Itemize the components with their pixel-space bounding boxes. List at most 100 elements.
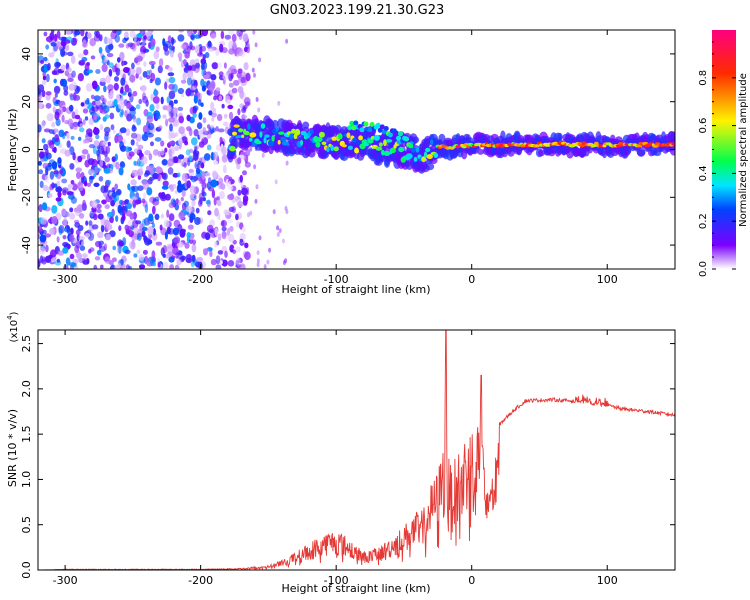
noise-cell [195,167,201,175]
line-core [233,124,240,128]
noise-cell [257,107,261,113]
noise-cell [213,160,218,165]
noise-cell [67,183,74,189]
noise-cell [151,222,155,229]
noise-cell [138,254,144,261]
spectrogram-x-label: Height of straight line (km) [281,283,430,296]
branch-cell [359,127,365,133]
noise-cell [168,132,172,141]
noise-cell [42,229,47,235]
y-tick-label: 40 [20,47,33,61]
noise-cell [249,210,253,216]
line-core [421,156,426,163]
noise-cell [120,97,125,105]
noise-cell [117,263,122,268]
noise-cell [69,163,75,170]
noise-cell [167,72,175,77]
noise-cell [58,36,66,41]
noise-cell [62,247,69,254]
noise-cell [144,150,151,156]
noise-cell [177,253,184,260]
noise-cell [115,215,119,223]
noise-cell [190,261,195,268]
noise-cell [158,125,163,130]
line-core [232,131,237,136]
noise-cell [126,113,133,122]
line-halo [425,162,435,171]
noise-cell [231,87,238,94]
noise-cell [242,199,248,206]
noise-cell [155,102,160,110]
noise-cell [38,151,45,159]
noise-cell [108,68,113,77]
noise-cell [182,72,187,81]
line-core [390,147,396,154]
noise-cell [164,40,172,48]
noise-cell [160,140,165,147]
noise-cell [98,176,104,182]
noise-cell [168,90,176,100]
noise-cell [75,240,81,249]
noise-cell [164,231,168,240]
noise-cell [55,186,63,193]
noise-cell [158,58,164,67]
noise-cell [43,31,48,37]
noise-cell [189,213,196,221]
noise-cell [131,185,139,192]
line-halo [302,121,310,130]
noise-cell [193,30,197,34]
noise-cell [168,140,176,145]
noise-cell [186,89,191,97]
colorbar-tick-label: 0.8 [698,70,709,86]
noise-cell [57,191,62,198]
spectrogram-marks [38,30,675,269]
y-tick-label: 2.5 [20,335,33,353]
snr-y-exponent-prefix: (x10 [9,320,20,343]
noise-cell [120,145,127,152]
noise-cell [54,93,58,98]
noise-cell [206,224,214,233]
noise-cell [187,224,194,230]
noise-cell [227,180,232,190]
line-core [347,145,353,150]
noise-cell [162,180,169,187]
noise-cell [59,169,63,175]
noise-cell [211,127,216,133]
noise-cell [58,106,64,115]
noise-cell [38,84,45,93]
line-core [652,144,659,148]
noise-cell [62,241,69,247]
noise-cell [224,250,228,258]
y-tick-label: -40 [20,236,33,254]
noise-cell [130,139,135,146]
noise-cell [68,104,74,112]
noise-cell [240,114,248,119]
noise-cell [165,78,170,83]
noise-cell [88,108,95,114]
noise-cell [235,257,241,267]
noise-cell [67,77,74,82]
noise-cell [150,141,154,147]
noise-cell [98,46,103,54]
noise-cell [79,245,86,251]
noise-cell [181,173,188,182]
noise-cell [246,42,250,48]
noise-cell [165,253,170,259]
noise-cell [97,213,104,220]
noise-cell [122,213,126,222]
line-core [333,146,339,152]
noise-cell [38,233,41,240]
noise-cell [93,140,100,147]
noise-cell [143,192,147,199]
line-core [247,123,251,130]
noise-cell [177,87,184,95]
noise-cell [198,30,202,39]
noise-cell [43,56,48,62]
noise-cell [261,152,265,158]
noise-cell [137,232,142,241]
noise-cell [197,160,202,165]
noise-cell [97,153,101,162]
noise-cell [189,193,195,199]
noise-cell [178,56,182,62]
